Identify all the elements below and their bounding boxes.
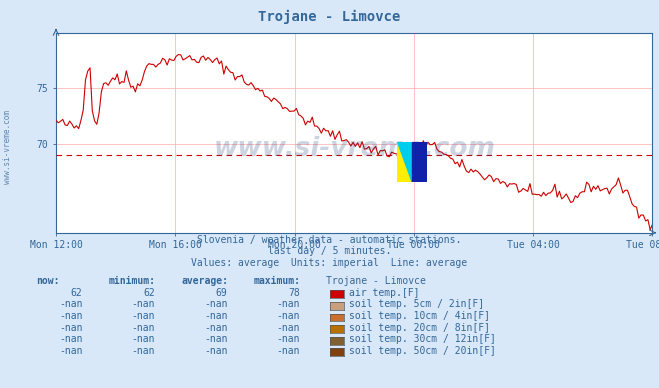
- Text: -nan: -nan: [59, 346, 82, 356]
- Text: 69: 69: [215, 288, 227, 298]
- Text: now:: now:: [36, 276, 60, 286]
- Text: -nan: -nan: [276, 311, 300, 321]
- Text: 78: 78: [288, 288, 300, 298]
- Text: -nan: -nan: [59, 311, 82, 321]
- Text: www.si-vreme.com: www.si-vreme.com: [214, 136, 495, 162]
- Text: -nan: -nan: [276, 322, 300, 333]
- Text: soil temp. 5cm / 2in[F]: soil temp. 5cm / 2in[F]: [349, 299, 484, 309]
- Text: soil temp. 50cm / 20in[F]: soil temp. 50cm / 20in[F]: [349, 346, 496, 356]
- Text: soil temp. 10cm / 4in[F]: soil temp. 10cm / 4in[F]: [349, 311, 490, 321]
- Text: -nan: -nan: [204, 311, 227, 321]
- Polygon shape: [413, 142, 427, 182]
- Text: minimum:: minimum:: [109, 276, 156, 286]
- Text: Trojane - Limovce: Trojane - Limovce: [326, 276, 426, 286]
- Text: -nan: -nan: [204, 299, 227, 309]
- Text: maximum:: maximum:: [254, 276, 301, 286]
- Text: soil temp. 20cm / 8in[F]: soil temp. 20cm / 8in[F]: [349, 322, 490, 333]
- Text: -nan: -nan: [204, 322, 227, 333]
- Text: soil temp. 30cm / 12in[F]: soil temp. 30cm / 12in[F]: [349, 334, 496, 344]
- Text: 62: 62: [143, 288, 155, 298]
- Text: -nan: -nan: [59, 322, 82, 333]
- Text: -nan: -nan: [276, 346, 300, 356]
- Text: -nan: -nan: [131, 322, 155, 333]
- Text: -nan: -nan: [59, 334, 82, 344]
- Text: www.si-vreme.com: www.si-vreme.com: [3, 111, 13, 184]
- Text: -nan: -nan: [131, 311, 155, 321]
- Text: -nan: -nan: [276, 299, 300, 309]
- Text: -nan: -nan: [204, 334, 227, 344]
- Text: average:: average:: [181, 276, 228, 286]
- Text: -nan: -nan: [131, 346, 155, 356]
- Text: air temp.[F]: air temp.[F]: [349, 288, 420, 298]
- Polygon shape: [397, 142, 413, 182]
- Text: Values: average  Units: imperial  Line: average: Values: average Units: imperial Line: av…: [191, 258, 468, 268]
- Text: -nan: -nan: [131, 334, 155, 344]
- Text: Trojane - Limovce: Trojane - Limovce: [258, 10, 401, 24]
- Text: last day / 5 minutes.: last day / 5 minutes.: [268, 246, 391, 256]
- Text: -nan: -nan: [204, 346, 227, 356]
- Text: Slovenia / weather data - automatic stations.: Slovenia / weather data - automatic stat…: [197, 234, 462, 244]
- Text: -nan: -nan: [59, 299, 82, 309]
- Text: -nan: -nan: [131, 299, 155, 309]
- Text: 62: 62: [71, 288, 82, 298]
- Text: -nan: -nan: [276, 334, 300, 344]
- Polygon shape: [397, 142, 413, 182]
